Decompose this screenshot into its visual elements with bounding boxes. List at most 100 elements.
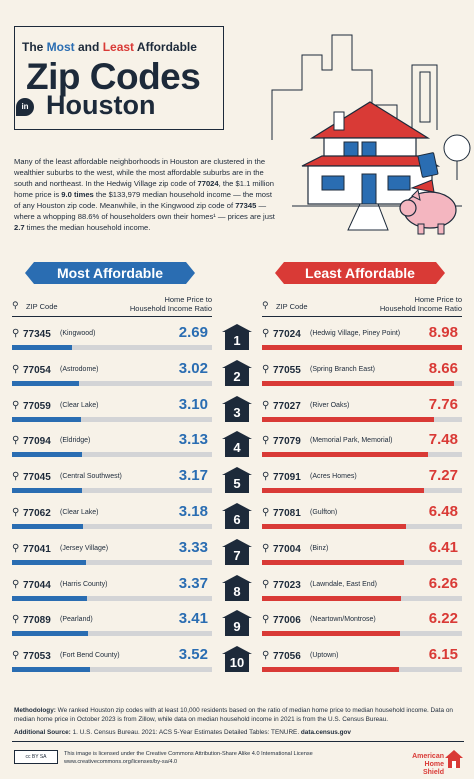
most-row: ⚲ 77062 (Clear Lake) 3.18 [12,499,212,535]
cc-license-badge: cc BY SA [14,750,58,764]
bar [12,667,91,673]
rank-number: 9 [225,618,249,637]
bar-track [12,631,212,637]
bar [12,452,82,458]
bar [12,595,87,601]
map-pin-icon: ⚲ [262,507,270,518]
ratio-value: 3.41 [178,610,208,628]
map-pin-icon: ⚲ [262,363,270,375]
map-pin-icon: ⚲ [262,471,270,483]
rank-house-icon: 6 [222,503,252,529]
least-row: ⚲ 77081 (Gulfton) 6.48 [262,499,462,535]
page-title: Zip Codes [26,56,201,97]
bar [262,631,401,637]
least-row: ⚲ 77056 (Uptown) 6.15 [262,642,462,678]
title-city: Houston [46,90,156,120]
bar-track [262,631,462,637]
neighborhood-label: (Spring Branch East) [310,365,375,373]
map-pin-icon: ⚲ [262,578,270,590]
bar [262,524,406,529]
ratio-value: 6.26 [428,574,458,592]
rank-house-icon: 7 [222,538,252,565]
map-pin-icon: in [16,98,34,116]
zip-code: 77054 [23,364,51,376]
house-illustration [271,34,471,235]
least-row: ⚲ 77079 (Memorial Park, Memorial) 7.48 [262,427,462,463]
rank-house-icon: 5 [222,467,252,494]
zip-code: 77094 [23,436,51,448]
ratio-value: 3.02 [178,359,208,377]
roof-shape [222,395,252,404]
bar-track [12,345,212,350]
zip-code: 77045 [23,472,51,484]
ratio-value: 7.48 [428,431,458,449]
divider [12,741,464,742]
bar [12,631,88,637]
title-frame [14,26,224,130]
bar [262,416,435,422]
title-prefix: The [22,40,47,54]
map-pin-icon: ⚲ [12,399,20,411]
zip-code: 77004 [273,543,301,555]
bar-track [12,559,212,565]
map-pin-icon: ⚲ [12,650,20,662]
header: The Most and Least Affordable Zip Codes … [0,0,474,255]
zip-code: 77024 [273,329,301,340]
roof-shape [222,324,252,332]
roof-shape [222,646,252,655]
additional-source: Additional Source: 1. U.S. Census Bureau… [14,729,351,736]
roof-shape [222,359,252,368]
least-row: ⚲ 77023 (Lawndale, East End) 6.26 [262,571,462,607]
map-pin-icon: ⚲ [12,300,19,310]
title-suffix: Affordable [134,40,197,54]
rank-number: 3 [225,403,249,422]
neighborhood-label: (Central Southwest) [60,473,122,481]
source-link[interactable]: data.census.gov [300,729,351,736]
bar-track [262,667,462,673]
neighborhood-label: (Lawndale, East End) [310,580,377,588]
bar [12,416,81,422]
ratio-value: 3.13 [178,431,208,449]
bar-track [12,452,212,458]
roof-shape [222,610,252,619]
zip-code: 77041 [23,543,51,555]
bar-track [262,559,462,565]
zip-code: 77345 [23,329,51,340]
least-affordable-title: Least Affordable [275,262,445,284]
map-pin-icon: ⚲ [262,542,270,554]
neighborhood-label: (Clear Lake) [60,509,99,516]
roof-shape [222,467,252,476]
zip-code: 77055 [273,364,301,376]
rank-house-icon: 3 [222,395,252,422]
most-affordable-title: Most Affordable [25,262,195,284]
bar [12,345,72,350]
title-and: and [74,40,103,54]
divider [262,316,462,317]
rank-house-icon: 2 [222,359,252,386]
most-row: ⚲ 77044 (Harris County) 3.37 [12,571,212,607]
most-row: ⚲ 77089 (Pearland) 3.41 [12,606,212,642]
ratio-value: 3.52 [178,646,208,664]
zip-code: 77006 [273,615,301,627]
bar-track [262,595,462,601]
most-row: ⚲ 77059 (Clear Lake) 3.10 [12,392,212,428]
zip-code: 77059 [23,400,51,412]
zip-code: 77056 [273,651,301,663]
zip-code: 77027 [273,400,301,412]
ratio-value: 8.98 [428,324,458,341]
license-link[interactable]: www.creativecommons.org/licenses/by-sa/4… [64,759,178,765]
map-pin-icon: ⚲ [12,542,20,554]
ratio-value: 6.48 [428,503,458,520]
neighborhood-label: (Gulfton) [310,509,338,516]
methodology-note: Methodology: We ranked Houston zip codes… [14,707,453,723]
bar-track [262,452,462,458]
neighborhood-label: (Pearland) [60,616,93,624]
ratio-value: 6.15 [428,646,458,664]
bar [262,488,424,494]
ratio-value: 2.69 [178,324,208,341]
least-row: ⚲ 77004 (Binz) 6.41 [262,535,462,571]
bar [12,524,83,529]
least-row: ⚲ 77091 (Acres Homes) 7.27 [262,463,462,499]
most-row: ⚲ 77345 (Kingwood) 2.69 [12,320,212,356]
ratio-value: 3.33 [178,538,208,556]
